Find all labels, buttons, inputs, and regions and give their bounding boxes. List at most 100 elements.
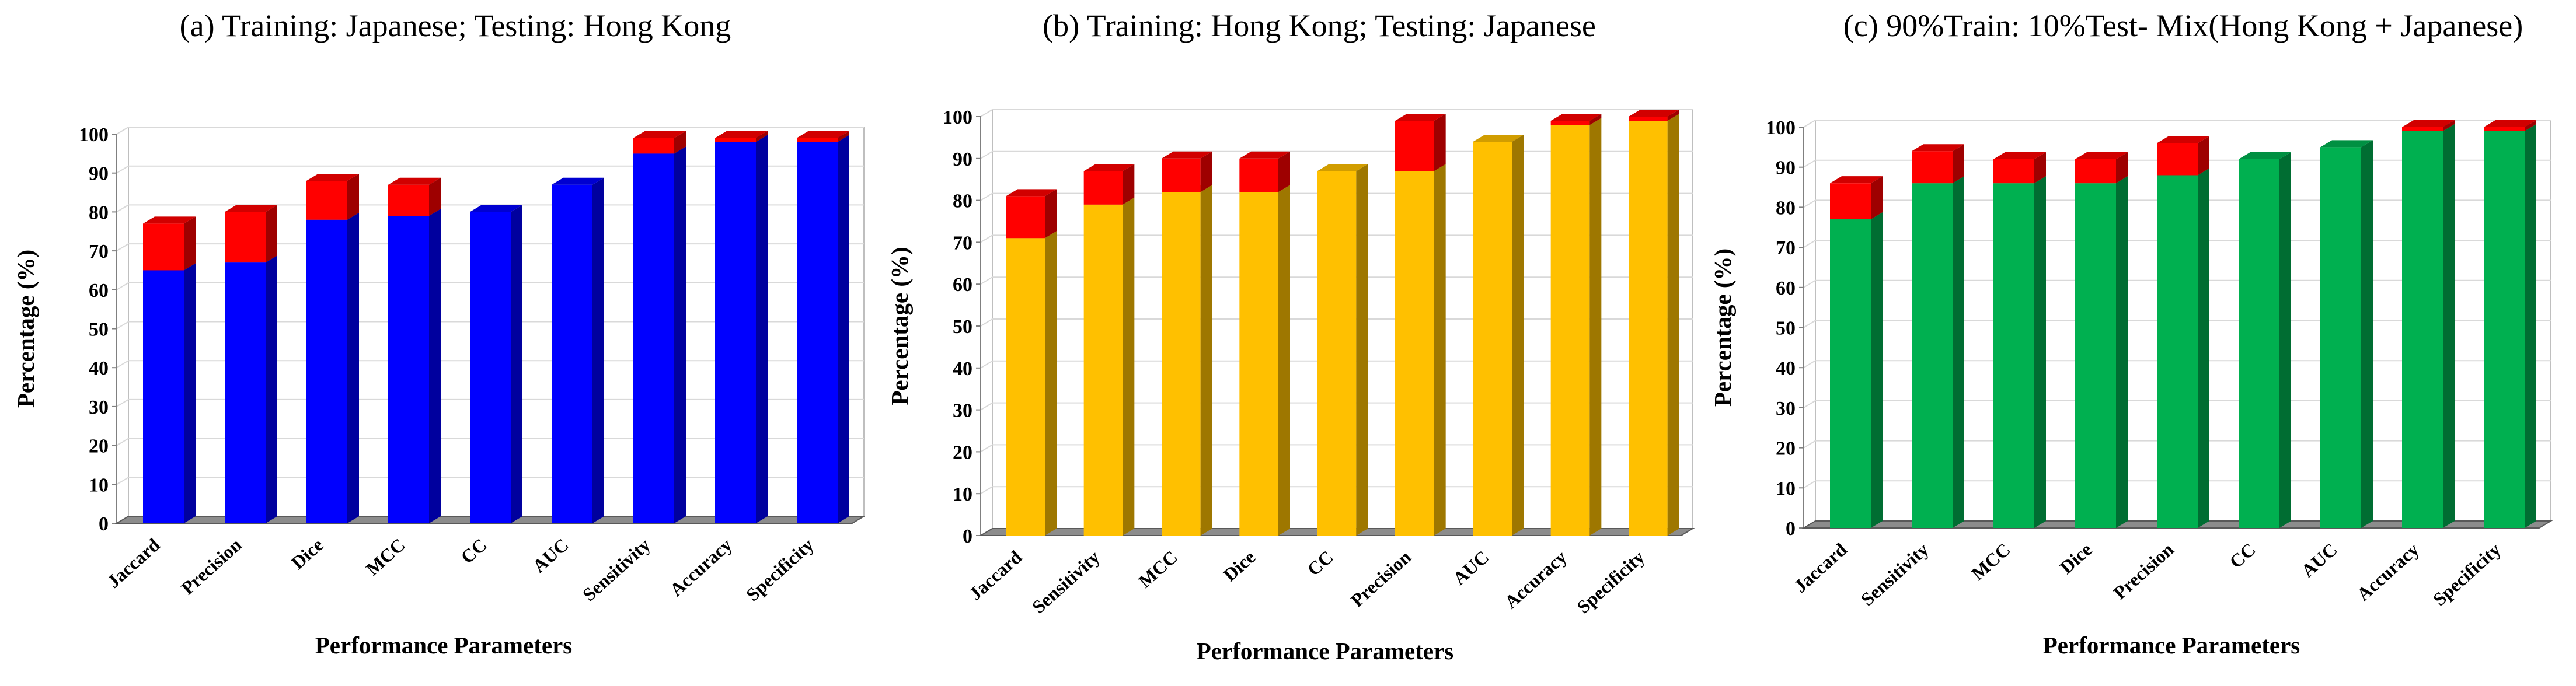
bar-segment	[1239, 185, 1290, 536]
y-tick-label: 10	[953, 484, 972, 505]
y-tick-label: 100	[1766, 117, 1796, 139]
y-tick-label: 70	[89, 241, 109, 262]
y-tick-label: 80	[1776, 197, 1796, 219]
x-tick-label: CC	[1303, 546, 1337, 580]
chart-panel-b: (b) Training: Hong Kong; Testing: Japane…	[886, 8, 1695, 664]
y-tick-label: 30	[1776, 398, 1796, 419]
y-tick-label: 70	[953, 232, 972, 254]
x-tick-label: CC	[456, 534, 490, 568]
bar-segment	[1239, 151, 1290, 192]
y-axis-title: Percentage (%)	[1709, 249, 1736, 407]
bar-segment	[388, 177, 441, 216]
bar-segment	[2402, 120, 2455, 131]
y-tick-label: 70	[1776, 237, 1796, 259]
x-tick-label: Specificity	[2429, 538, 2505, 610]
bar-segment	[797, 135, 849, 524]
bar-segment	[306, 174, 359, 220]
bar-segment	[1473, 135, 1524, 536]
bar-segment	[715, 135, 768, 524]
x-axis-title: Performance Parameters	[315, 632, 573, 659]
y-axis-title: Percentage (%)	[12, 250, 39, 408]
chart-title: (a) Training: Japanese; Testing: Hong Ko…	[180, 8, 731, 43]
bar-segment	[2402, 124, 2455, 528]
y-tick-label: 20	[1776, 438, 1796, 460]
chart-panel-c: (c) 90%Train: 10%Test- Mix(Hong Kong + J…	[1709, 8, 2553, 659]
x-axis-title: Performance Parameters	[1197, 638, 1454, 664]
y-tick-label: 90	[1776, 158, 1796, 179]
bar-segment	[2157, 168, 2209, 528]
bar-segment	[1162, 151, 1212, 192]
bar-segment	[552, 177, 604, 524]
y-tick-label: 50	[89, 319, 109, 341]
bar-segment	[2075, 152, 2128, 184]
y-tick-label: 10	[1776, 478, 1796, 499]
bar-segment	[1006, 231, 1057, 536]
x-tick-label: AUC	[2297, 538, 2341, 581]
x-tick-label: AUC	[1449, 546, 1493, 589]
bar-segment	[143, 216, 196, 271]
bar-segment	[1006, 189, 1057, 239]
bar-segment	[388, 209, 441, 523]
bar-segment	[797, 131, 849, 142]
bar-segment	[1830, 212, 1883, 528]
bar-segment	[1993, 152, 2046, 184]
y-tick-label: 60	[89, 280, 109, 302]
y-tick-label: 0	[99, 513, 109, 535]
bar-segment	[1912, 176, 1964, 528]
x-tick-label: Dice	[287, 534, 327, 573]
bar-segment	[2484, 124, 2536, 528]
bar-segment	[2157, 136, 2209, 176]
bar-segment	[2075, 176, 2128, 528]
x-tick-label: Dice	[2056, 538, 2096, 578]
bar-segment	[1083, 197, 1135, 536]
y-tick-label: 40	[1776, 358, 1796, 379]
bar-segment	[225, 256, 277, 523]
bar-segment	[633, 131, 686, 154]
y-tick-label: 50	[953, 316, 972, 338]
x-tick-label: AUC	[528, 534, 573, 576]
x-tick-label: MCC	[1967, 538, 2014, 584]
x-tick-label: Accuracy	[2352, 538, 2422, 605]
x-tick-label: Precision	[1347, 546, 1416, 611]
y-tick-label: 0	[963, 526, 972, 547]
bar-segment	[1830, 176, 1883, 220]
y-tick-label: 40	[89, 358, 109, 379]
bar-segment	[2484, 120, 2536, 131]
y-tick-label: 90	[953, 149, 972, 170]
y-tick-label: 10	[89, 474, 109, 496]
x-tick-label: Jaccard	[103, 534, 164, 592]
y-tick-label: 40	[953, 358, 972, 380]
x-tick-label: Specificity	[1573, 546, 1648, 617]
x-tick-label: Sensitivity	[1028, 546, 1104, 617]
bar-segment	[633, 146, 686, 524]
y-tick-label: 0	[1786, 518, 1796, 540]
chart-panel-a: (a) Training: Japanese; Testing: Hong Ko…	[12, 8, 866, 659]
y-tick-label: 90	[89, 163, 109, 185]
bar-segment	[2320, 140, 2373, 528]
bar-segment	[143, 263, 196, 523]
y-tick-label: 80	[953, 191, 972, 212]
x-tick-label: Sensitivity	[578, 534, 654, 605]
x-tick-label: Specificity	[742, 534, 818, 605]
y-tick-label: 30	[953, 400, 972, 422]
chart-title: (c) 90%Train: 10%Test- Mix(Hong Kong + J…	[1843, 8, 2523, 43]
bar-segment	[1395, 164, 1446, 536]
x-tick-label: Accuracy	[1500, 546, 1570, 612]
y-tick-label: 20	[953, 442, 972, 463]
bar-segment	[1629, 114, 1679, 536]
y-tick-label: 100	[943, 107, 972, 128]
bar-segment	[470, 205, 522, 523]
bar-segment	[1317, 164, 1368, 536]
x-tick-label: Jaccard	[965, 546, 1026, 604]
y-tick-label: 30	[89, 397, 109, 418]
x-tick-label: CC	[2225, 538, 2259, 572]
x-tick-label: Precision	[177, 534, 246, 598]
chart-title: (b) Training: Hong Kong; Testing: Japane…	[1043, 8, 1596, 43]
bar-segment	[1550, 118, 1602, 536]
y-axis-title: Percentage (%)	[886, 247, 913, 405]
x-tick-label: Accuracy	[665, 534, 735, 600]
bar-segment	[225, 205, 277, 263]
bar-segment	[1993, 176, 2046, 528]
bar-segment	[1083, 164, 1135, 205]
x-tick-label: MCC	[362, 534, 409, 579]
